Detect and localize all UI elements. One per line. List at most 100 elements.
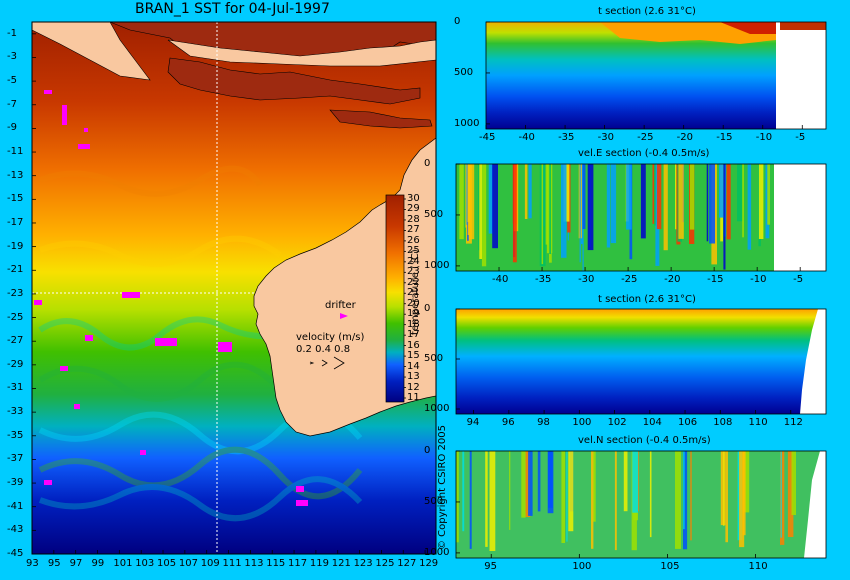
lat-tick-label: -35 [7, 429, 24, 441]
velocity-legend-values: 0.2 0.4 0.8 [296, 344, 351, 355]
velocity-stripe [623, 451, 628, 512]
lat-tick-label: -45 [7, 548, 24, 559]
panel-x-tick: -25 [621, 274, 638, 285]
sst-map [31, 21, 437, 554]
velocity-stripe [549, 164, 552, 254]
lat-tick-label: -21 [7, 264, 24, 276]
timor-land [167, 39, 437, 67]
lat-tick-label: -25 [7, 311, 24, 323]
velocity-stripe [787, 451, 794, 537]
colorbar [385, 194, 405, 403]
velocity-stripe [488, 164, 494, 234]
panel-x-tick: -5 [795, 132, 806, 143]
velocity-stripe [581, 164, 583, 245]
panel-y-tick: 1000 [454, 117, 480, 129]
panel-veln-section [455, 450, 827, 559]
lat-tick-label: -13 [7, 169, 24, 181]
panel-x-tick: -45 [479, 132, 496, 143]
colorbar-tick: 29 [407, 203, 420, 215]
velocity-stripe [469, 451, 472, 549]
panel-x-tick: 110 [748, 561, 768, 572]
velocity-stripe [683, 451, 688, 550]
panel-x-tick: -20 [676, 132, 694, 143]
velocity-stripe [509, 451, 511, 530]
velocity-stripe [678, 164, 684, 239]
panel-x-tick: 96 [501, 417, 515, 428]
lon-tick-label: 105 [157, 558, 177, 569]
panel-x-tick: -15 [707, 274, 724, 285]
velocity-stripe [561, 451, 565, 543]
velocity-stripe [467, 164, 470, 235]
panel-vele-section [455, 163, 827, 272]
velocity-stripe [675, 164, 677, 230]
velocity-stripe [743, 451, 750, 513]
velocity-stripe [548, 451, 553, 508]
velocity-stripe [524, 164, 528, 219]
velocity-stripe [723, 164, 726, 270]
lon-tick-label: 119 [309, 558, 329, 569]
colorbar-tick: 15 [407, 350, 420, 362]
small-islands [329, 109, 433, 129]
panel-x-tick: 110 [748, 417, 768, 428]
lat-tick-label: -37 [7, 453, 24, 465]
velocity-stripe [614, 451, 617, 551]
lon-tick-label: 113 [244, 558, 264, 569]
colorbar-tick: 11 [407, 392, 420, 403]
velocity-stripe [742, 164, 744, 238]
panel-x-tick: -40 [518, 132, 535, 143]
lon-tick-label: 95 [47, 558, 61, 569]
lon-tick-label: 129 [419, 558, 439, 569]
lon-tick-label: 101 [113, 558, 133, 569]
lon-tick-label: 123 [353, 558, 373, 569]
velocity-stripe [724, 164, 726, 237]
lat-tick-label: -41 [7, 500, 24, 512]
lon-tick-label: 97 [69, 558, 83, 569]
velocity-legend-title: velocity (m/s) [296, 332, 365, 343]
drifter-legend-label: drifter [325, 300, 356, 311]
panel-x-tick: 98 [537, 417, 550, 428]
velocity-stripe [591, 451, 594, 549]
velocity-stripe [780, 451, 785, 545]
lat-tick-label: -11 [7, 146, 24, 158]
panel-x-tick: 108 [713, 417, 733, 428]
velocity-stripe [459, 164, 464, 240]
panel-x-tick: 106 [678, 417, 698, 428]
panel-y-tick: 0 [454, 16, 461, 27]
velocity-stripe [537, 451, 541, 512]
velocity-stripe [767, 164, 770, 225]
lon-tick-label: 103 [135, 558, 155, 569]
velocity-stripe [525, 451, 531, 517]
velocity-stripe [512, 164, 517, 263]
velocity-stripe [568, 451, 574, 532]
colorbar-tick: 12 [407, 381, 420, 393]
map-title: BRAN_1 SST for 04-Jul-1997 [135, 1, 330, 17]
lat-tick-label: -17 [7, 216, 24, 228]
velocity-stripe [719, 164, 724, 218]
lat-tick-label: -9 [7, 122, 17, 134]
velocity-stripe [528, 451, 533, 516]
velocity-stripe [489, 451, 496, 551]
lat-tick-label: -31 [7, 382, 24, 394]
lat-tick-label: -23 [7, 287, 24, 299]
velocity-stripe [654, 164, 656, 226]
velocity-stripe [545, 164, 548, 245]
lat-tick-label: -5 [7, 75, 17, 87]
panel-x-tick: -20 [664, 274, 681, 285]
lon-tick-label: 127 [397, 558, 417, 569]
panel-x-tick: -30 [578, 274, 595, 285]
velocity-stripe [587, 164, 594, 251]
velocity-stripe [726, 164, 731, 240]
panel-2-title: vel.E section (-0.4 0.5m/s) [578, 148, 710, 159]
panel-x-tick: 105 [660, 561, 680, 572]
lon-tick-label: 99 [91, 558, 105, 569]
panel-t-section-lat [485, 21, 827, 130]
lat-tick-label: -33 [7, 406, 24, 418]
panel-t-section-lon [455, 308, 827, 415]
lon-tick-label: 93 [26, 558, 39, 569]
velocity-stripe [675, 451, 681, 549]
copyright-text: © Copyright CSIRO 2005 [437, 425, 448, 550]
colorbar-tick: 18 [407, 318, 420, 330]
panel-x-tick: -40 [492, 274, 509, 285]
velocity-stripe [652, 164, 655, 224]
panel-x-tick: -25 [637, 132, 654, 143]
